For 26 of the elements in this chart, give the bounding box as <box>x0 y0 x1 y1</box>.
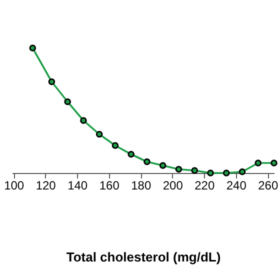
point <box>222 170 230 176</box>
point <box>175 166 182 173</box>
x-tick-label: 160 <box>99 178 120 192</box>
point <box>254 160 262 166</box>
point <box>270 160 278 166</box>
x-tick-label: 260 <box>258 178 278 192</box>
point <box>207 170 214 176</box>
point <box>29 44 36 52</box>
point <box>238 168 246 176</box>
point <box>128 150 134 158</box>
point <box>144 158 150 166</box>
x-tick-label: 240 <box>226 178 247 192</box>
point <box>112 142 119 149</box>
x-tick-label: 220 <box>194 178 215 192</box>
point <box>64 98 71 106</box>
x-tick-label: 140 <box>68 178 88 192</box>
point <box>48 78 56 86</box>
point <box>191 167 198 174</box>
point <box>80 117 87 124</box>
x-tick-label: 200 <box>162 178 184 192</box>
x-axis-title: Total cholesterol (mg/dL) <box>66 250 221 264</box>
x-tick-label: 120 <box>36 178 56 192</box>
x-tick-label: 180 <box>131 178 152 192</box>
x-tick-label: 100 <box>4 178 24 192</box>
point <box>96 130 103 138</box>
point <box>159 162 166 169</box>
